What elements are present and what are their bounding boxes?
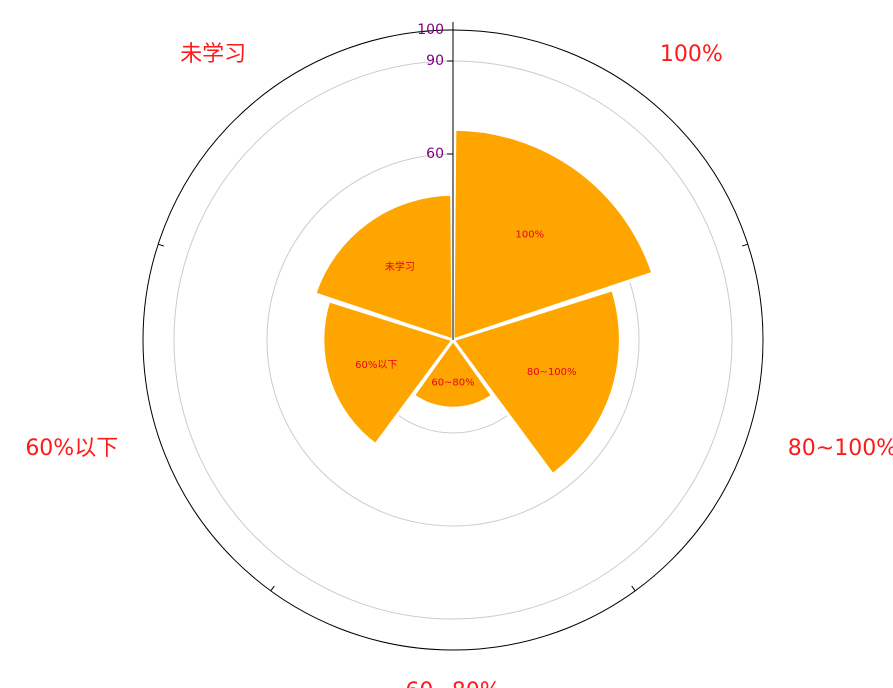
bar-layer — [315, 129, 653, 474]
category-label: 60%以下 — [25, 436, 118, 461]
angle-tick — [632, 586, 636, 591]
radial-tick-label: 90 — [426, 53, 444, 69]
bar-label: 未学习 — [385, 260, 415, 273]
category-label: 80~100% — [788, 436, 893, 461]
radial-tick-label: 100 — [417, 22, 444, 38]
radial-tick-label: 60 — [426, 146, 444, 162]
category-label: 未学习 — [180, 42, 246, 67]
category-label: 100% — [660, 42, 723, 67]
axis-layer — [143, 22, 763, 650]
angle-tick — [158, 244, 164, 246]
category-label: 60~80% — [405, 679, 500, 688]
bar-label: 80~100% — [527, 367, 577, 378]
angle-tick — [742, 244, 748, 246]
bar-label: 60~80% — [431, 377, 474, 388]
bar-label: 100% — [516, 229, 545, 240]
angle-tick — [271, 586, 275, 591]
bar-label: 60%以下 — [355, 360, 397, 371]
